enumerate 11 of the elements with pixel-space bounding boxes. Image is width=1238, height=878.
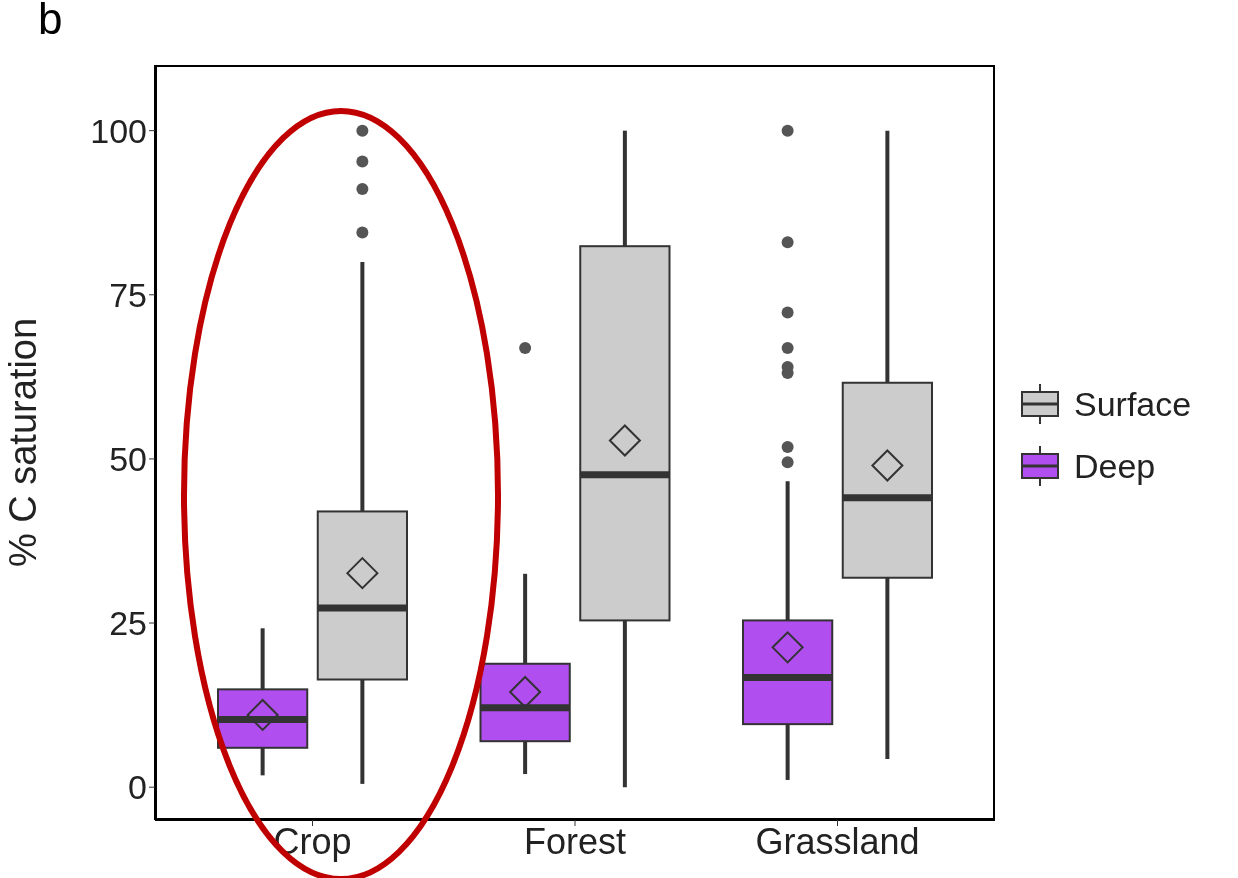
legend-label: Deep xyxy=(1074,446,1156,486)
y-tick-label: 25 xyxy=(109,604,147,643)
y-tick-label: 100 xyxy=(90,111,147,150)
text: b xyxy=(38,0,63,44)
y-tick-label: 50 xyxy=(109,439,147,478)
legend-label: Surface xyxy=(1074,384,1192,424)
y-tick-label: 75 xyxy=(109,275,147,314)
y-axis-title: % C saturation xyxy=(2,317,45,568)
y-tick-label: 0 xyxy=(128,768,147,807)
x-tick-label: Forest xyxy=(523,820,627,862)
x-tick-label: Grassland xyxy=(755,820,920,862)
